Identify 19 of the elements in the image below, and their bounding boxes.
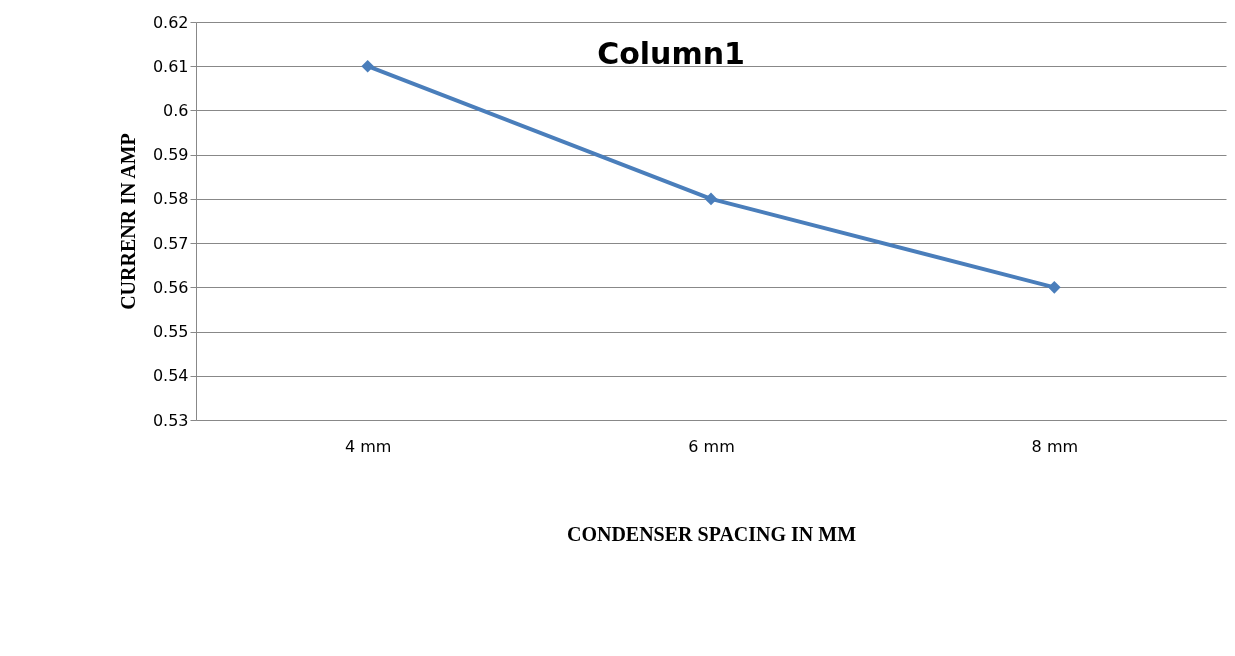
x-tick-label: 4 mm	[344, 436, 392, 456]
y-tick-label: 0.53	[152, 410, 189, 430]
point	[1048, 281, 1061, 294]
x-tick-label: 8 mm	[1031, 436, 1079, 456]
y-tick-label: 0.57	[152, 233, 189, 253]
y-tick-label: 0.6	[163, 100, 189, 120]
point	[361, 59, 374, 73]
y-tick-label: 0.62	[152, 12, 189, 32]
y-tick-label: 0.54	[152, 366, 189, 386]
text: Column1	[597, 36, 745, 71]
y-tick-label: 0.56	[152, 277, 189, 297]
y-axis-title: CURRENR IN AMP	[116, 133, 139, 310]
x-axis-title: CONDENSER SPACING IN MM	[566, 522, 857, 545]
y-tick-label: 0.55	[152, 322, 189, 342]
y-tick-label: 0.59	[152, 145, 189, 165]
y-tick-label: 0.58	[152, 189, 189, 209]
y-tick-label: 0.61	[152, 56, 189, 76]
point	[704, 192, 718, 206]
x-tick-label: 6 mm	[688, 436, 735, 456]
